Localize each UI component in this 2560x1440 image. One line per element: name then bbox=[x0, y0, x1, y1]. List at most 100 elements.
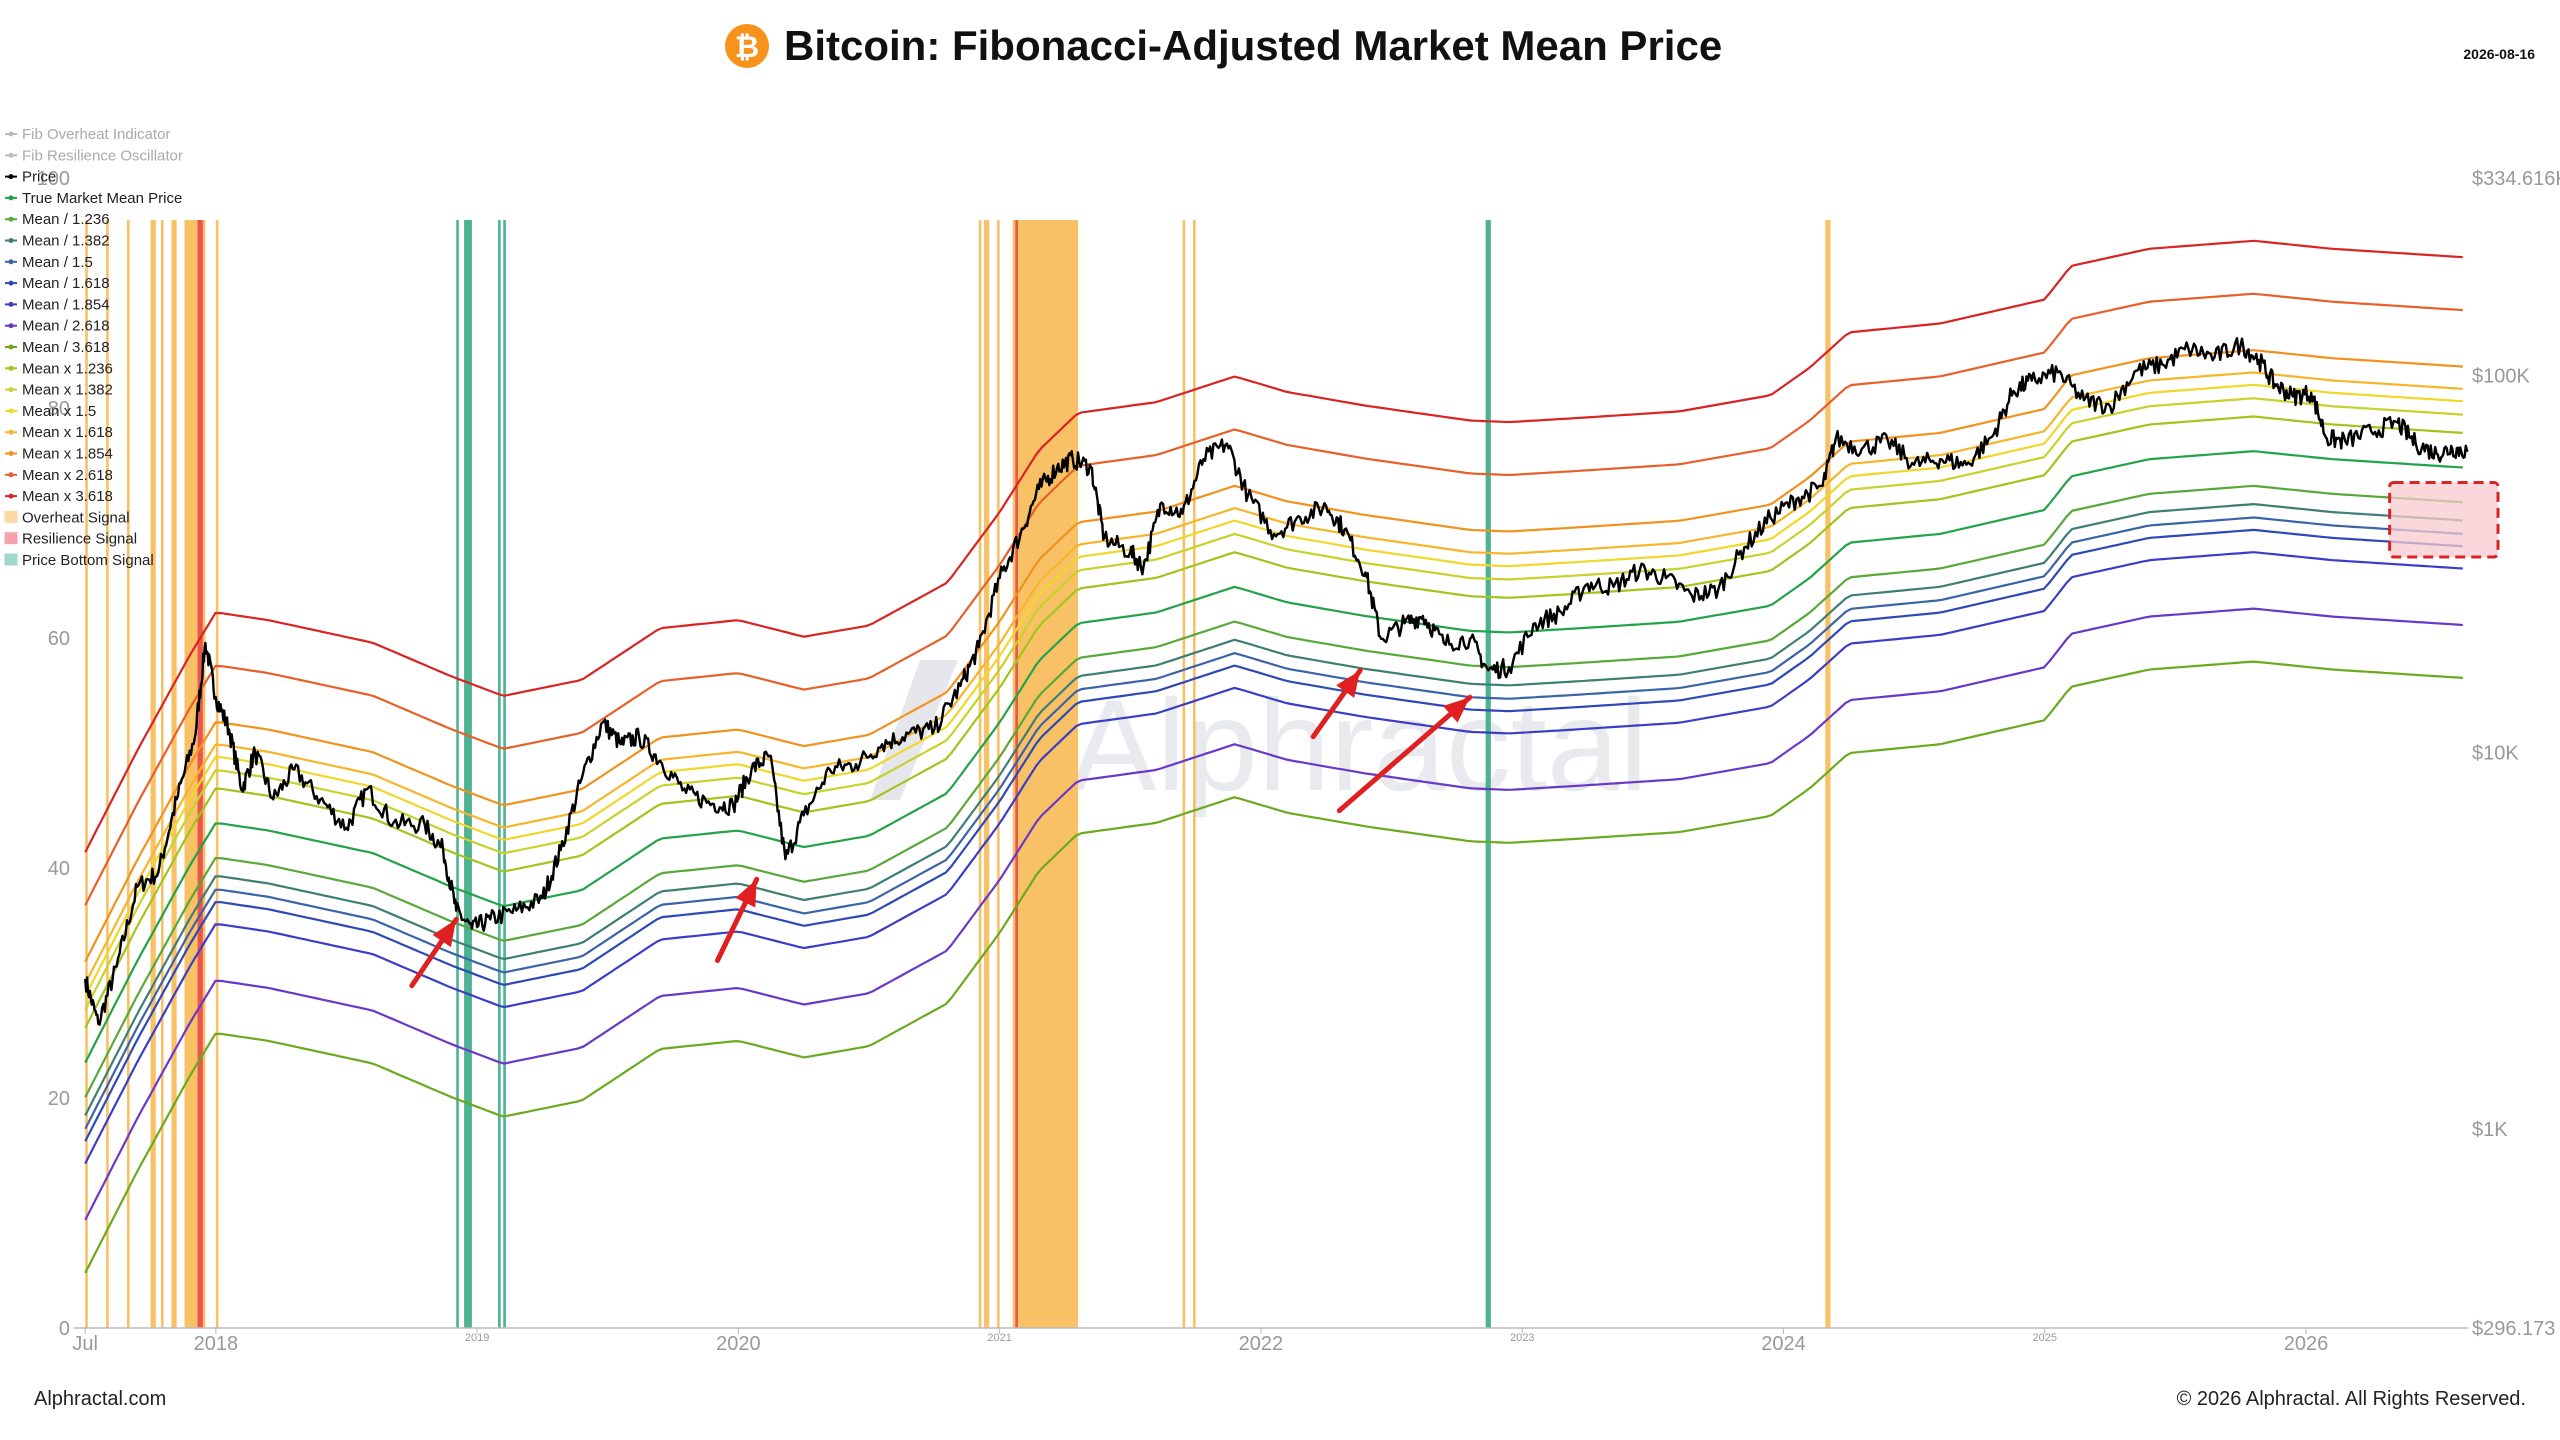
legend-label: Price bbox=[22, 169, 56, 186]
legend-item[interactable]: Mean / 1.5 bbox=[5, 254, 93, 271]
legend-label: Mean / 1.618 bbox=[22, 275, 110, 292]
left-axis-tick-label: 100 bbox=[37, 168, 70, 190]
legend-item[interactable]: Mean x 1.5 bbox=[5, 403, 96, 420]
legend-dot-marker bbox=[8, 238, 14, 243]
band-line-mean-x-1-382 bbox=[84, 397, 2463, 1011]
legend-item[interactable]: Mean / 1.382 bbox=[5, 233, 110, 250]
band-line-mean-x-1-5 bbox=[84, 383, 2463, 997]
legend-item[interactable]: Mean x 3.618 bbox=[5, 488, 113, 505]
band-line-mean-3-618 bbox=[84, 660, 2463, 1274]
band-line-mean-x-1-618 bbox=[84, 371, 2463, 985]
x-tick-label: 2019 bbox=[465, 1332, 489, 1344]
legend-dot-marker bbox=[8, 472, 14, 478]
x-tick-label: 2023 bbox=[1510, 1332, 1534, 1344]
legend-label: Resilience Signal bbox=[22, 531, 137, 548]
left-axis-tick-label: 80 bbox=[48, 398, 70, 420]
legend-item[interactable]: True Market Mean Price bbox=[5, 190, 182, 207]
legend-label: Mean / 1.236 bbox=[22, 211, 110, 228]
overheat-signal-bar bbox=[85, 220, 88, 1328]
overheat-signal-bar bbox=[1012, 220, 1079, 1328]
right-axis-tick-label: $100K bbox=[2472, 366, 2530, 388]
band-line-mean-x-1-236 bbox=[84, 415, 2463, 1029]
x-tick-label: 2021 bbox=[987, 1332, 1011, 1344]
legend-dot-marker bbox=[8, 131, 14, 137]
overheat-signal-bar bbox=[106, 220, 109, 1328]
legend-item[interactable]: Mean / 2.618 bbox=[5, 318, 110, 335]
legend-dot-marker bbox=[8, 451, 14, 456]
axes: Jul 2018 2019 2020 2021 2022 2023 2024 2025 2026 0… bbox=[37, 168, 2560, 1355]
legend-item[interactable]: Mean / 1.618 bbox=[5, 275, 110, 292]
snapshot-date: 2026-08-16 bbox=[2463, 46, 2535, 62]
legend-item[interactable]: Resilience Signal bbox=[4, 531, 137, 548]
price-series bbox=[84, 337, 2469, 1026]
chart-title: Bitcoin: Fibonacci-Adjusted Market Mean … bbox=[784, 22, 1722, 69]
legend-dot-marker bbox=[8, 493, 14, 499]
legend-item[interactable]: Mean x 1.236 bbox=[5, 360, 113, 377]
x-tick-label: 2020 bbox=[716, 1333, 761, 1355]
annotations bbox=[409, 481, 2500, 989]
legend-label: Mean x 1.236 bbox=[22, 360, 113, 377]
band-line-mean-1-382 bbox=[84, 502, 2463, 1117]
x-tick-label: Jul bbox=[72, 1333, 98, 1355]
legend-item[interactable]: Mean x 1.382 bbox=[5, 382, 113, 399]
legend-item[interactable]: Overheat Signal bbox=[4, 509, 130, 526]
overheat-signal-bar bbox=[1193, 220, 1196, 1328]
mean-bands bbox=[84, 239, 2463, 1274]
legend-dot-marker bbox=[8, 408, 14, 414]
price-bottom-signal-bar bbox=[456, 220, 459, 1328]
overheat-signal-bar bbox=[1182, 220, 1186, 1328]
annotation-arrowhead bbox=[432, 919, 457, 948]
band-line-mean-2-618 bbox=[84, 607, 2463, 1221]
legend-item[interactable]: Fib Resilience Oscillator bbox=[5, 147, 183, 164]
legend-dot-marker bbox=[8, 301, 14, 307]
footer-copyright: © 2026 Alphractal. All Rights Reserved. bbox=[2177, 1388, 2526, 1410]
legend-item[interactable]: Price bbox=[5, 169, 56, 186]
legend-item[interactable]: Price Bottom Signal bbox=[4, 552, 154, 569]
legend-label: Mean x 1.5 bbox=[22, 403, 96, 420]
overheat-signal-bar bbox=[1825, 220, 1831, 1328]
legend-item[interactable]: Mean / 1.236 bbox=[5, 211, 110, 228]
legend-label: Mean / 1.5 bbox=[22, 254, 93, 271]
header: ₿ Bitcoin: Fibonacci-Adjusted Market Mea… bbox=[725, 22, 2535, 69]
band-line-mean-x-2-618 bbox=[84, 292, 2463, 906]
legend-dot-marker bbox=[8, 323, 14, 329]
band-line-mean-1-5 bbox=[84, 516, 2463, 1130]
left-axis-tick-label: 0 bbox=[59, 1318, 70, 1340]
legend-dot-marker bbox=[8, 344, 14, 350]
annotation-arrowhead bbox=[1443, 697, 1470, 723]
legend-dot-marker bbox=[8, 152, 14, 158]
overheat-signal-bar bbox=[160, 220, 164, 1328]
band-line-true-market-mean-price bbox=[84, 450, 2463, 1064]
legend-swatch bbox=[4, 553, 18, 566]
right-axis-tick-label: $334.616K bbox=[2472, 168, 2560, 190]
legend-item[interactable]: Mean / 3.618 bbox=[5, 339, 110, 356]
legend-item[interactable]: Fib Overheat Indicator bbox=[5, 126, 170, 143]
legend-label: Price Bottom Signal bbox=[22, 552, 154, 569]
legend-label: Mean / 2.618 bbox=[22, 318, 110, 335]
overheat-signal-bar bbox=[978, 220, 982, 1328]
right-axis-tick-label: $1K bbox=[2472, 1119, 2508, 1141]
legend-label: Fib Resilience Oscillator bbox=[22, 147, 183, 164]
x-tick-label: 2022 bbox=[1239, 1333, 1284, 1355]
legend-dot-marker bbox=[8, 259, 14, 265]
legend-label: Mean x 1.382 bbox=[22, 382, 113, 399]
annotation-arrowhead bbox=[735, 879, 757, 908]
legend: Fib Overheat Indicator Fib Resilience Osc… bbox=[4, 126, 183, 569]
legend-dot-marker bbox=[8, 174, 14, 180]
legend-dot-marker bbox=[8, 280, 14, 286]
overheat-signal-bar bbox=[171, 220, 177, 1328]
price-bottom-signal-bar bbox=[498, 220, 501, 1328]
footer: Alphractal.com © 2026 Alphractal. All Ri… bbox=[34, 1388, 2526, 1410]
legend-item[interactable]: Mean x 2.618 bbox=[5, 467, 113, 484]
legend-dot-marker bbox=[8, 216, 14, 222]
legend-label: Mean x 2.618 bbox=[22, 467, 113, 484]
legend-item[interactable]: Mean / 1.854 bbox=[5, 296, 110, 313]
legend-label: Mean x 1.854 bbox=[22, 446, 113, 463]
legend-item[interactable]: Mean x 1.618 bbox=[5, 424, 113, 441]
legend-dot-marker bbox=[8, 387, 14, 393]
legend-swatch bbox=[4, 532, 18, 545]
legend-label: Mean / 1.854 bbox=[22, 296, 110, 313]
legend-item[interactable]: Mean x 1.854 bbox=[5, 446, 113, 463]
right-axis-tick-label: $296.173 bbox=[2472, 1318, 2555, 1340]
